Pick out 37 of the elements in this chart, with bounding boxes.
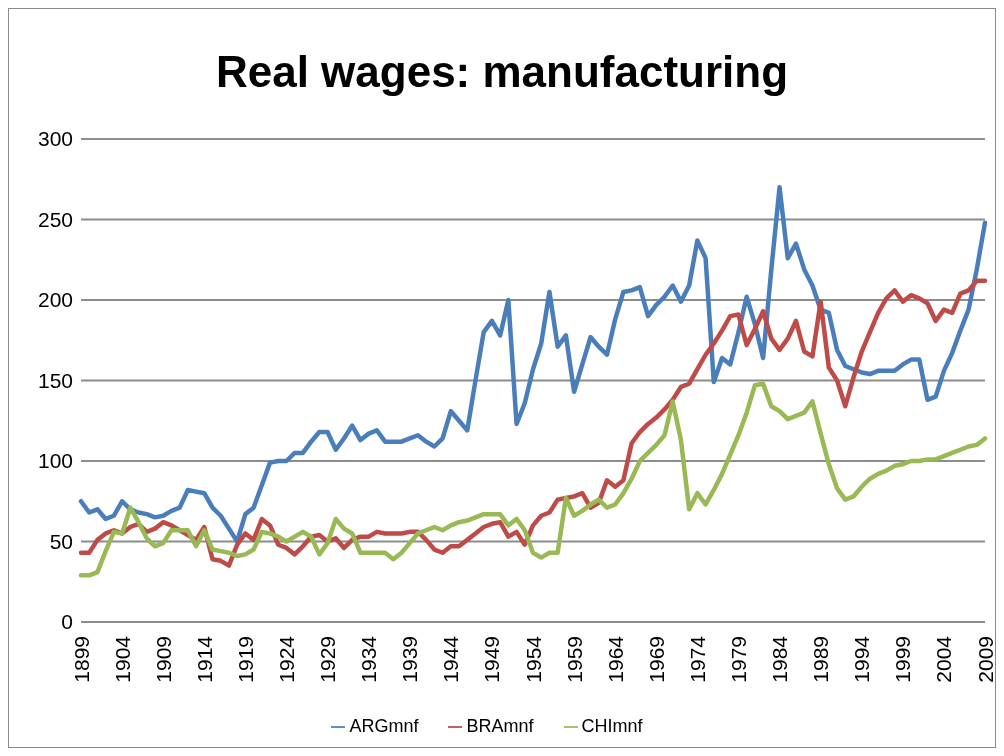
y-tick-label: 0 [61, 610, 73, 634]
x-tick-label: 1964 [603, 635, 627, 683]
y-tick-label: 100 [37, 449, 73, 473]
x-tick-label: 1914 [192, 635, 216, 683]
x-tick-label: 1934 [357, 635, 381, 683]
x-tick-label: 1939 [398, 636, 422, 683]
x-tick-label: 1899 [69, 636, 93, 683]
x-tick-label: 1954 [521, 635, 545, 683]
legend-label: ARGmnf [349, 716, 419, 736]
x-tick-label: 1989 [809, 636, 833, 683]
x-tick-label: 1909 [151, 636, 175, 683]
x-tick-label: 1969 [644, 636, 668, 683]
y-tick-label: 200 [37, 288, 73, 312]
legend-label: BRAmnf [466, 716, 534, 736]
x-tick-label: 1944 [439, 635, 463, 683]
legend-label: CHImnf [581, 716, 643, 736]
x-tick-label: 1904 [110, 635, 134, 683]
x-tick-label: 1979 [726, 636, 750, 683]
line-series [78, 381, 988, 578]
x-tick-label: 1924 [274, 635, 298, 683]
x-tick-label: 1994 [850, 635, 874, 683]
x-tick-label: 2004 [932, 635, 956, 683]
line-series [78, 278, 988, 568]
x-tick-label: 1974 [685, 635, 709, 683]
y-tick-label: 300 [37, 127, 73, 151]
x-tick-label: 1959 [562, 636, 586, 683]
y-tick-label: 250 [37, 207, 73, 231]
x-tick-label: 1999 [891, 636, 915, 683]
y-tick-label: 150 [37, 368, 73, 392]
line-series [78, 185, 988, 544]
chart-title: Real wages: manufacturing [214, 46, 790, 98]
x-tick-label: 1929 [316, 636, 340, 683]
x-tick-label: 1919 [233, 636, 257, 683]
y-tick-label: 50 [49, 529, 73, 553]
x-tick-label: 1949 [480, 636, 504, 683]
x-tick-label: 1984 [768, 635, 792, 683]
x-tick-label: 2009 [973, 636, 997, 683]
